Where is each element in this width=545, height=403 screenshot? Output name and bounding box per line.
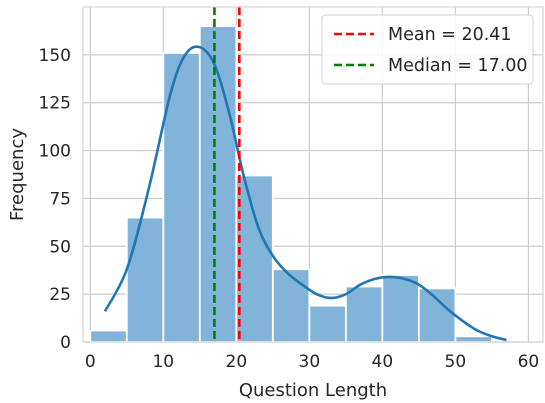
x-tick-labels: 0 10 20 30 40 50 60 <box>85 352 539 372</box>
histogram-bar <box>308 304 347 343</box>
legend: Mean = 20.41 Median = 17.00 <box>321 14 534 85</box>
histogram-bar <box>89 329 128 343</box>
y-tick-label: 50 <box>49 237 71 257</box>
y-tick-label: 25 <box>49 285 71 305</box>
x-tick-label: 20 <box>226 352 248 372</box>
y-tick-label: 100 <box>39 142 71 162</box>
histogram-bar <box>344 285 384 343</box>
x-tick-label: 30 <box>299 352 321 372</box>
y-tick-label: 125 <box>39 94 71 114</box>
plot-frame <box>82 6 544 343</box>
histogram-bar <box>381 274 420 343</box>
kde-curve <box>103 45 507 342</box>
y-tick-labels: 0 25 50 75 100 125 150 <box>39 46 71 353</box>
y-tick-label: 0 <box>60 333 71 353</box>
histogram-bar <box>417 287 457 343</box>
histogram-bar <box>198 25 238 343</box>
x-tick-label: 60 <box>518 352 540 372</box>
x-tick-label: 40 <box>372 352 394 372</box>
histogram-bar <box>454 335 493 343</box>
x-tick-label: 10 <box>152 352 174 372</box>
reference-lines <box>213 7 241 342</box>
y-tick-label: 150 <box>39 46 71 66</box>
legend-label: Mean = 20.41 <box>388 25 512 45</box>
legend-box <box>321 14 534 85</box>
y-axis-label: Frequency <box>7 128 28 221</box>
histogram-bar <box>271 268 311 343</box>
y-tick-label: 75 <box>49 189 71 209</box>
x-axis-label: Question Length <box>239 380 387 401</box>
histogram-bar <box>125 216 165 343</box>
histogram-bar <box>235 174 274 343</box>
legend-label: Median = 17.00 <box>388 56 528 76</box>
x-tick-label: 0 <box>85 352 96 372</box>
x-tick-label: 50 <box>445 352 467 372</box>
